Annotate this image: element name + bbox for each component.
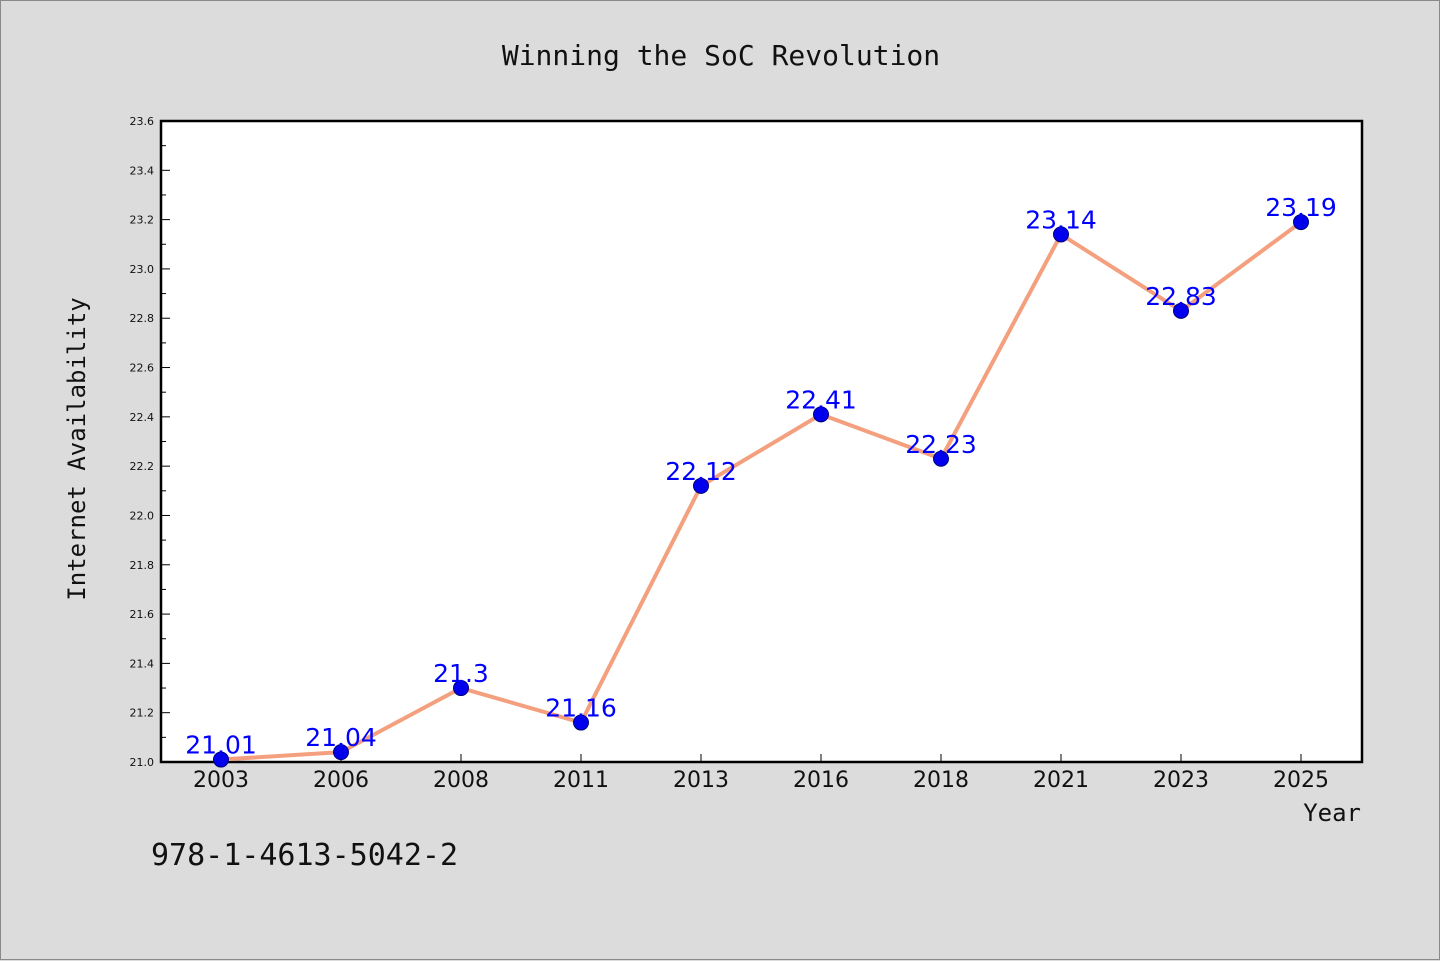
x-tick-label: 2023 [1153,768,1209,793]
isbn-text: 978-1-4613-5042-2 [151,838,458,873]
data-point-label: 21.3 [433,659,489,688]
x-tick-label: 2013 [673,768,729,793]
series-markers [213,214,1309,768]
y-tick-label: 23.2 [130,214,155,227]
x-axis-title: Year [1303,799,1361,827]
data-point-label: 21.16 [545,694,617,723]
data-point-label: 22.12 [665,457,737,486]
y-tick-label: 21.2 [130,707,155,720]
y-tick-label: 21.4 [130,657,155,670]
y-tick-label: 23.4 [130,164,155,177]
data-point-label: 22.83 [1145,282,1217,311]
data-point-label: 23.14 [1025,205,1097,234]
y-tick-label: 22.0 [130,509,155,522]
data-point-label: 21.04 [305,723,377,752]
data-point-marker [1293,214,1309,231]
y-tick-label: 21.6 [130,608,155,621]
x-axis: 2003 2006 2008 2011 2013 2016 2018 2021 2023 2025 [193,754,1329,793]
y-tick-label: 22.2 [130,460,155,473]
data-labels: 21.01 21.04 21.3 21.16 22.12 22.41 22.23 23.14 2… [185,193,1337,759]
x-tick-label: 2018 [913,768,969,793]
x-tick-label: 2025 [1273,768,1329,793]
data-point-label: 23.19 [1265,193,1337,222]
y-tick-label: 22.8 [130,312,155,325]
y-tick-label: 23.0 [130,263,155,276]
y-axis-title: Internet Availability [63,297,91,600]
y-tick-label: 21.8 [130,559,155,572]
x-tick-label: 2003 [193,768,249,793]
x-tick-label: 2021 [1033,768,1089,793]
y-tick-label: 22.4 [130,411,155,424]
y-axis: 21.0 21.2 21.4 21.6 21.8 22.0 22.2 22.4 22.6 22.8… [130,115,170,769]
data-point-marker [933,450,949,467]
y-tick-label: 21.0 [130,756,155,769]
series-line-path [219,220,1303,762]
x-tick-label: 2006 [313,768,369,793]
data-point-marker [213,751,229,768]
y-tick-label: 23.6 [130,115,155,128]
data-point-marker [333,744,349,761]
data-point-marker [453,680,469,697]
y-tick-label: 22.6 [130,362,155,375]
data-point-marker [1173,302,1189,319]
x-tick-label: 2016 [793,768,849,793]
x-tick-label: 2008 [433,768,489,793]
data-point-label: 22.41 [785,385,857,414]
series-line [219,220,1303,762]
data-point-marker [693,477,709,494]
data-point-label: 22.23 [905,430,977,459]
plot-area [159,119,1364,764]
data-point-label: 21.01 [185,731,257,760]
data-point-marker [813,406,829,423]
x-tick-label: 2011 [553,768,609,793]
data-point-marker [573,714,589,731]
data-point-marker [1053,226,1069,243]
chart-title: Winning the SoC Revolution [502,39,940,72]
